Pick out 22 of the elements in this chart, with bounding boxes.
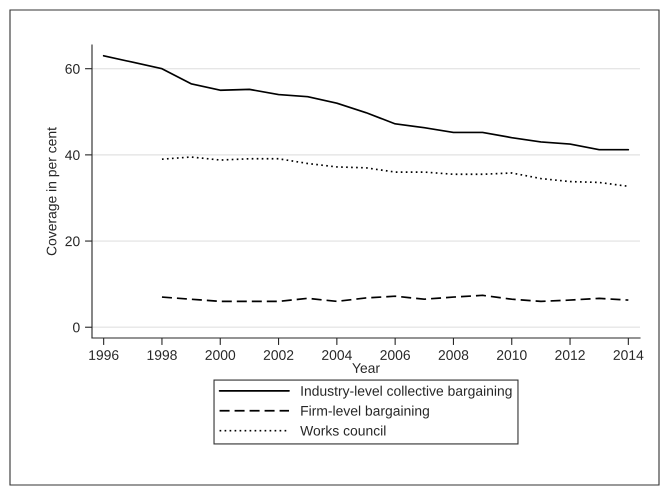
x-tick-label: 2006	[380, 350, 410, 360]
legend-label: Industry-level collective bargaining	[301, 386, 512, 399]
x-tick-label: 2010	[496, 350, 527, 360]
line-series	[102, 54, 630, 151]
y-tick-label: 20	[65, 236, 80, 246]
x-tick-label: 2012	[555, 350, 585, 360]
y-tick-label: 0	[73, 322, 80, 332]
legend-label: Works council	[300, 425, 386, 436]
x-tick-label: 1996	[89, 350, 118, 360]
line-series	[161, 294, 630, 302]
legend-label: Firm-level bargaining	[301, 406, 429, 418]
y-tick-label: 40	[65, 150, 80, 160]
x-tick-label: 2008	[438, 350, 468, 360]
x-tick-label: 2000	[206, 350, 236, 360]
x-tick-label: 2004	[322, 350, 352, 360]
x-tick-label: 1998	[148, 350, 177, 360]
x-axis-title: Year	[352, 363, 380, 373]
y-axis-title: Coverage in per cent	[46, 127, 60, 256]
x-tick-label: 2002	[264, 350, 294, 360]
line-series	[161, 156, 630, 188]
x-tick-label: 2014	[614, 350, 644, 360]
y-tick-label: 60	[65, 64, 80, 74]
